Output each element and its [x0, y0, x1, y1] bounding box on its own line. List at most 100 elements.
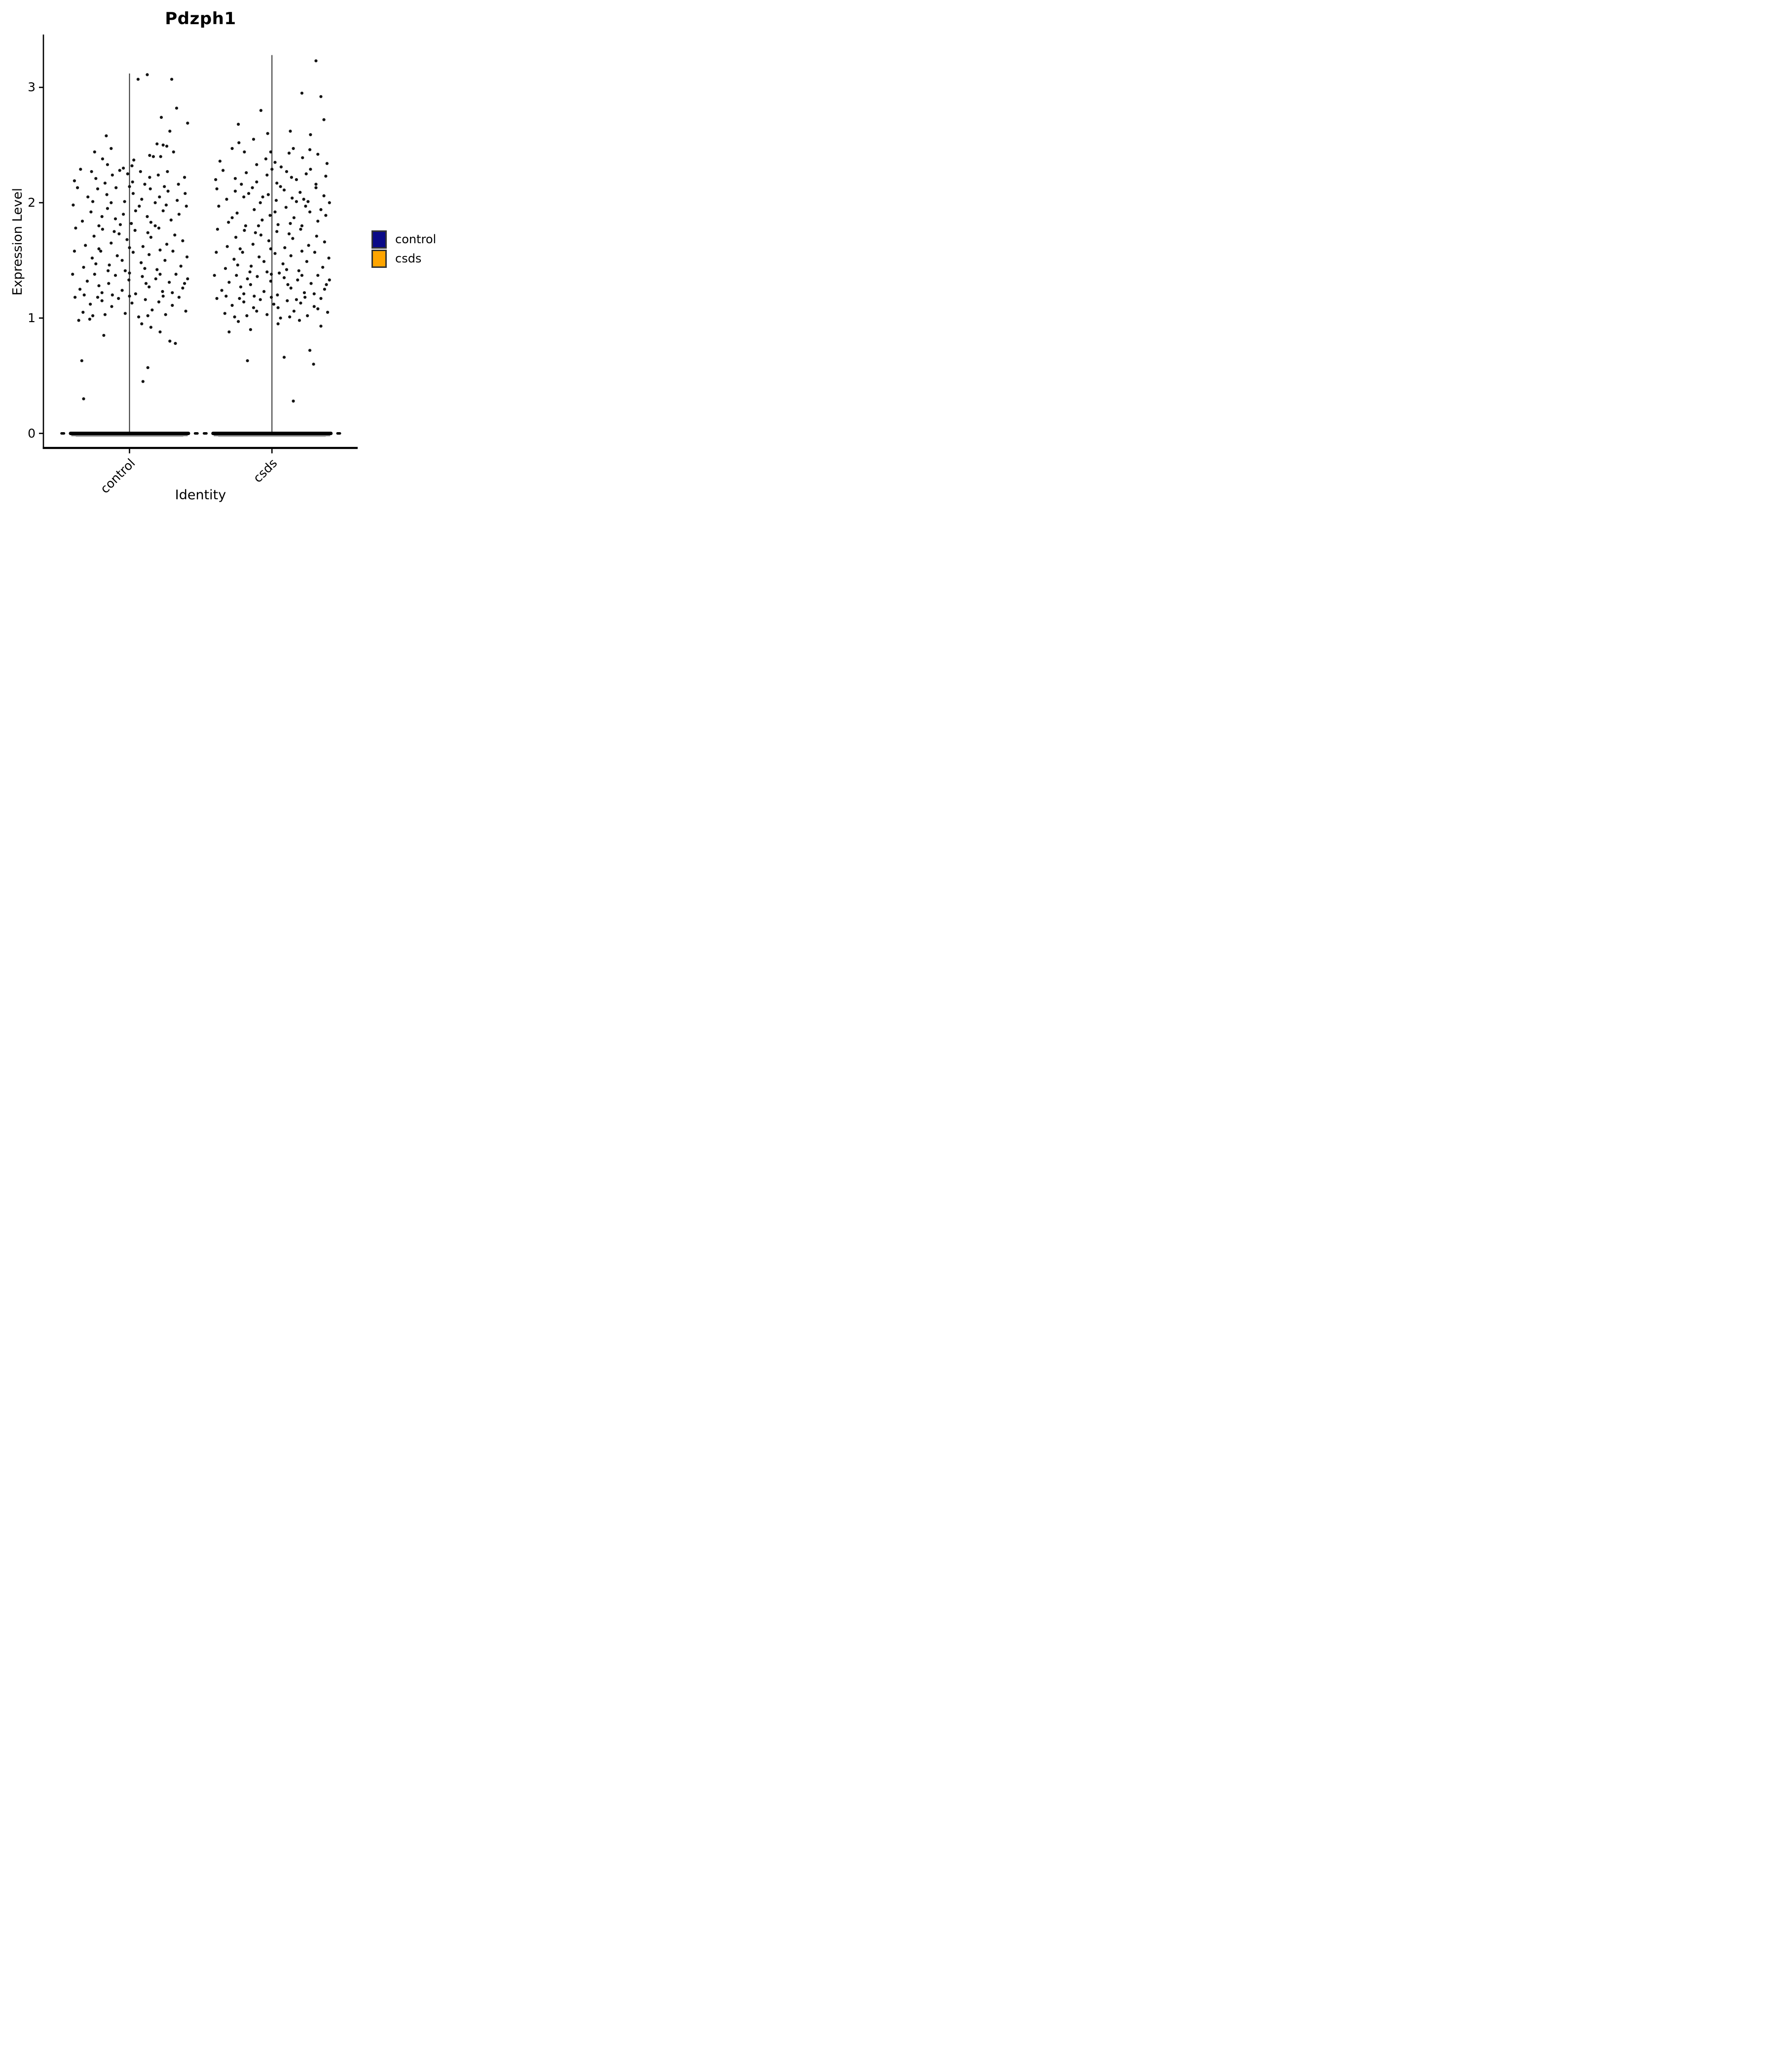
data-point — [74, 296, 77, 299]
data-point — [308, 349, 312, 352]
data-point — [108, 263, 111, 267]
data-point — [223, 312, 226, 315]
data-point — [132, 158, 136, 162]
data-point — [249, 328, 252, 332]
data-point — [157, 226, 161, 230]
data-point — [295, 298, 298, 301]
data-point — [324, 214, 328, 217]
jitter-points-csds — [213, 59, 331, 403]
data-point — [282, 356, 286, 359]
data-point — [255, 180, 259, 184]
data-point — [165, 145, 169, 148]
data-point — [323, 240, 327, 244]
data-point — [303, 296, 307, 299]
data-point — [315, 234, 318, 238]
jitter-points-control — [71, 73, 189, 401]
data-point — [255, 163, 259, 166]
data-point — [106, 207, 109, 210]
data-point — [307, 244, 310, 247]
data-point — [227, 281, 231, 284]
data-point — [282, 188, 286, 192]
data-point — [97, 247, 101, 251]
data-point — [73, 179, 76, 183]
data-point — [170, 77, 174, 81]
data-point — [264, 157, 268, 161]
data-point — [283, 246, 287, 250]
data-point — [259, 109, 263, 112]
data-point — [154, 277, 157, 281]
data-point — [306, 314, 309, 318]
data-point — [125, 238, 129, 241]
data-point — [262, 290, 266, 294]
data-point — [141, 380, 145, 383]
data-point — [273, 210, 277, 214]
data-point — [101, 157, 104, 161]
data-point — [102, 333, 106, 337]
data-point — [94, 262, 98, 265]
data-point — [222, 169, 225, 172]
data-point — [141, 275, 144, 278]
data-point — [100, 299, 104, 302]
zero-band-control — [69, 432, 190, 435]
data-point — [91, 314, 95, 318]
data-point — [128, 185, 131, 188]
legend-swatch-control — [371, 230, 387, 249]
data-point — [265, 173, 269, 177]
data-point — [227, 221, 230, 224]
data-point — [148, 187, 152, 190]
data-point — [146, 215, 149, 219]
data-point — [105, 134, 108, 138]
data-point — [80, 359, 83, 363]
data-point — [238, 296, 241, 300]
data-point — [291, 237, 295, 240]
data-point — [184, 192, 187, 195]
data-point — [113, 217, 117, 221]
data-point — [254, 231, 257, 234]
data-point — [306, 200, 310, 203]
data-point — [215, 187, 219, 190]
data-point — [260, 218, 264, 222]
data-point — [120, 289, 124, 292]
data-point — [269, 296, 273, 299]
data-point — [246, 277, 249, 281]
data-point — [274, 199, 278, 202]
data-point — [225, 197, 228, 201]
data-point — [322, 118, 326, 121]
data-point — [110, 201, 113, 204]
data-point — [110, 241, 113, 245]
data-point — [245, 171, 248, 175]
data-point — [235, 274, 238, 277]
data-point — [163, 259, 167, 262]
data-point — [257, 224, 260, 227]
data-point — [128, 246, 131, 250]
data-point — [158, 272, 162, 276]
data-point — [183, 282, 186, 285]
data-point — [250, 264, 253, 268]
data-point — [161, 209, 165, 213]
zero-band-fuzz2-control — [75, 436, 184, 437]
data-point — [237, 320, 240, 323]
data-point — [163, 185, 166, 188]
data-point — [316, 220, 320, 223]
data-point — [259, 201, 262, 204]
data-point — [76, 186, 79, 189]
data-point — [89, 302, 92, 306]
data-point — [186, 121, 189, 125]
data-point — [79, 168, 82, 171]
data-point — [92, 234, 96, 238]
y-tick-label-1: 1 — [28, 310, 36, 325]
data-point — [227, 330, 231, 333]
legend: control csds — [371, 230, 436, 269]
data-point — [297, 269, 300, 272]
data-point — [262, 260, 266, 263]
data-point — [238, 247, 242, 251]
data-point — [111, 293, 114, 297]
data-point — [245, 314, 249, 318]
data-point — [300, 274, 304, 277]
data-point — [81, 310, 85, 314]
data-point — [137, 315, 141, 319]
data-point — [299, 227, 302, 231]
data-point — [90, 170, 93, 173]
y-tick-label-3: 3 — [28, 80, 36, 95]
data-point — [130, 222, 133, 225]
